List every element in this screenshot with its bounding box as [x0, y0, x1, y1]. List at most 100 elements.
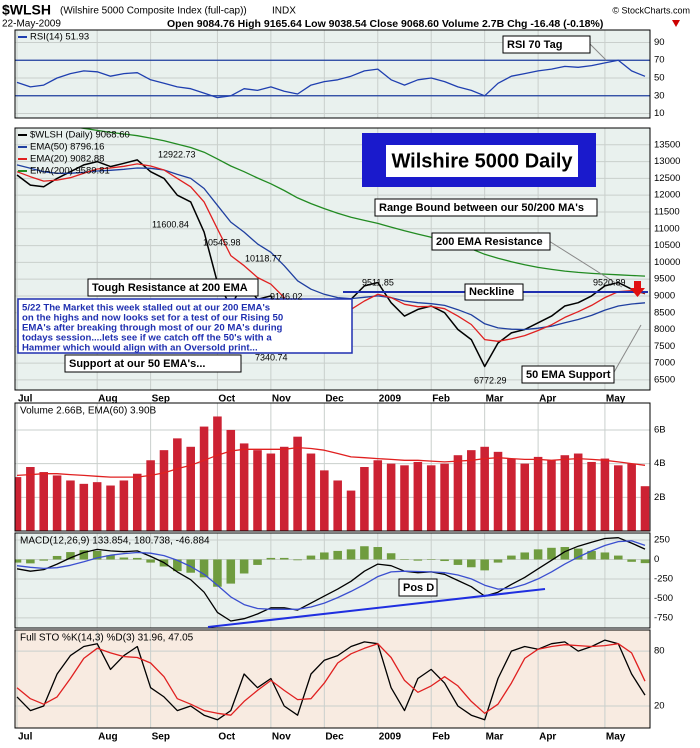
panel: [15, 533, 650, 628]
bar: [520, 552, 530, 560]
series-line: [16, 540, 646, 610]
y-tick-label: 7500: [654, 341, 675, 352]
trend-line: [207, 588, 546, 628]
bar: [92, 482, 102, 531]
bar: [15, 559, 22, 563]
bar: [226, 559, 236, 584]
panel-title: Full STO %K(14,3) %D(3) 31.96, 47.05: [20, 633, 194, 644]
bar: [119, 480, 129, 531]
quote: Open 9084.76 High 9165.64 Low 9038.54 Cl…: [167, 18, 603, 30]
bar: [106, 485, 115, 531]
bar: [614, 465, 623, 531]
bar: [253, 450, 262, 531]
y-tick-label: 13500: [654, 139, 680, 150]
bar: [507, 555, 516, 560]
bar: [132, 473, 142, 531]
y-tick-label: 12000: [654, 190, 680, 201]
annotation-box: [374, 198, 598, 217]
legend-label: EMA(20) 9082.88: [30, 154, 104, 165]
x-tick-label: Dec: [325, 732, 344, 743]
bar: [26, 559, 35, 564]
bar: [173, 559, 182, 572]
chart-title: Wilshire 5000 Daily: [391, 150, 573, 172]
bar: [453, 559, 463, 565]
annotation-box: [502, 35, 591, 54]
bar: [159, 450, 169, 531]
red-arrow: [630, 281, 645, 297]
y-tick-label: 2B: [654, 492, 666, 503]
annotation-box: [398, 578, 438, 597]
x-tick-label: Oct: [218, 732, 235, 743]
y-tick-label: 6500: [654, 374, 675, 385]
bar: [614, 555, 623, 560]
y-tick-label: 4B: [654, 458, 666, 469]
bar: [360, 546, 369, 560]
legend-label: $WLSH (Daily) 9068.60: [30, 130, 130, 141]
note-line: 5/22 The Market this week stalled out at…: [22, 303, 270, 314]
series-line: [16, 59, 646, 99]
panel-frame: [14, 532, 651, 629]
bar: [146, 460, 155, 531]
bar: [573, 548, 583, 560]
price-label: 12922.73: [158, 149, 196, 159]
bar: [640, 486, 650, 531]
bar: [186, 446, 195, 531]
price-label: 9520.89: [593, 277, 626, 287]
bar: [386, 463, 396, 531]
bar: [320, 470, 329, 531]
bar: [15, 477, 22, 531]
legend-label: EMA(50) 8796.16: [30, 142, 104, 153]
x-tick-label: 2009: [379, 394, 402, 405]
x-tick-label: Dec: [325, 394, 344, 405]
bar: [92, 550, 102, 560]
series-line: [16, 164, 646, 331]
annotation-box: [431, 232, 551, 251]
annotation: Range Bound between our 50/200 MA's: [379, 202, 584, 214]
price-label: 9146.02: [270, 291, 303, 301]
y-tick-label: -750: [654, 612, 673, 623]
panel: [15, 30, 650, 118]
note-box: [17, 298, 353, 354]
exchange: INDX: [272, 6, 296, 17]
bar: [560, 455, 570, 531]
price-label: 6772.29: [474, 375, 507, 385]
bar: [360, 467, 369, 531]
panel-frame: [14, 127, 651, 391]
bar: [440, 463, 449, 531]
price-label: 11600.84: [152, 219, 189, 229]
bar: [426, 465, 436, 531]
y-tick-label: 20: [654, 701, 665, 712]
bar: [239, 559, 249, 574]
bar: [600, 552, 610, 560]
bar: [373, 547, 383, 560]
y-tick-label: 7000: [654, 358, 675, 369]
panel-frame: [14, 402, 651, 532]
index-name: (Wilshire 5000 Composite Index (full-cap…: [60, 6, 247, 17]
y-tick-label: -250: [654, 573, 673, 584]
bar: [52, 475, 62, 531]
y-tick-label: -500: [654, 593, 673, 604]
series-line: [16, 643, 646, 716]
bar: [66, 480, 75, 531]
x-tick-label: May: [606, 732, 626, 743]
bar: [26, 467, 35, 531]
x-tick-label: Jul: [18, 394, 33, 405]
bar: [493, 559, 503, 563]
note-line: EMA's after breaking through most of our…: [22, 323, 283, 334]
x-tick-label: May: [606, 394, 626, 405]
bar: [306, 453, 316, 531]
panel: [15, 630, 650, 728]
annotation: 200 EMA Resistance: [436, 236, 543, 248]
bar: [480, 446, 489, 531]
bar: [239, 443, 249, 531]
panel-frame: [14, 29, 651, 119]
bar: [573, 453, 583, 531]
bar: [346, 549, 356, 560]
annotation: Pos D: [403, 582, 434, 594]
panel-background: [15, 630, 650, 728]
bar: [627, 463, 636, 531]
bar: [293, 559, 302, 561]
bar: [520, 463, 530, 531]
bar: [173, 438, 182, 531]
